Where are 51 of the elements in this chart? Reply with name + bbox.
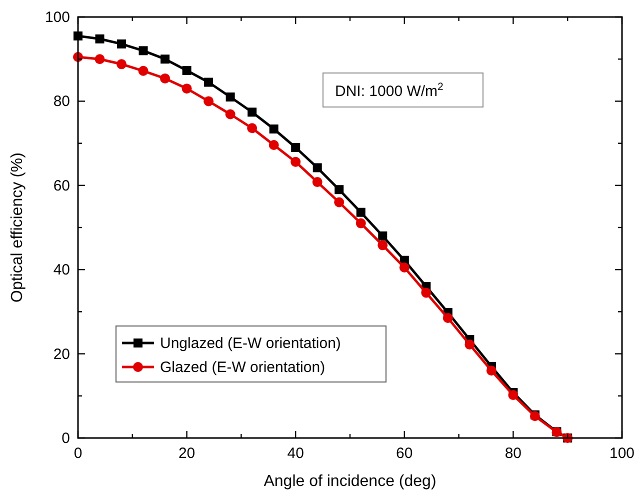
point: [291, 143, 300, 152]
x-axis-title: Angle of incidence (deg): [264, 473, 436, 490]
point: [290, 156, 301, 167]
point: [312, 177, 322, 188]
point: [248, 108, 257, 117]
point: [95, 34, 104, 44]
point: [117, 39, 126, 48]
point: [334, 185, 344, 194]
x-tick-label: 80: [504, 445, 522, 462]
x-tick-label: 60: [396, 445, 413, 462]
point: [226, 92, 235, 102]
y-axis-title: Optical efficiency (%): [9, 152, 26, 302]
point: [204, 78, 214, 87]
y-tick-label: 0: [62, 430, 70, 447]
point: [421, 288, 432, 298]
point: [160, 73, 170, 84]
x-tick-label: 40: [287, 445, 304, 462]
point: [312, 163, 322, 172]
point: [182, 84, 192, 94]
x-tick-label: 0: [74, 445, 82, 462]
x-tick-label: 100: [609, 445, 635, 462]
point: [94, 54, 105, 64]
point: [160, 54, 170, 64]
point: [268, 140, 279, 150]
point: [247, 123, 258, 134]
y-tick-label: 80: [53, 93, 70, 110]
point: [378, 240, 388, 250]
legend-label: Unglazed (E-W orientation): [160, 335, 341, 352]
x-tick-label: 20: [178, 445, 196, 462]
point: [182, 66, 192, 75]
point: [399, 262, 410, 272]
legend-label: Glazed (E-W orientation): [160, 359, 326, 376]
point: [204, 96, 214, 106]
point: [378, 231, 388, 240]
point: [116, 59, 127, 70]
y-tick-label: 60: [53, 177, 70, 194]
point: [464, 340, 475, 350]
point: [356, 208, 366, 217]
y-tick-label: 40: [53, 262, 70, 279]
point: [442, 313, 453, 324]
annotation: DNI: 1000 W/m$^{2}$: [335, 81, 444, 100]
point: [486, 366, 496, 376]
point: [508, 390, 518, 400]
y-tick-label: 20: [53, 346, 70, 363]
point: [138, 66, 148, 76]
y-tick-label: 100: [44, 9, 70, 26]
point: [334, 197, 344, 208]
point: [138, 46, 148, 56]
point: [225, 109, 236, 120]
point: [269, 124, 278, 134]
point: [356, 218, 366, 228]
